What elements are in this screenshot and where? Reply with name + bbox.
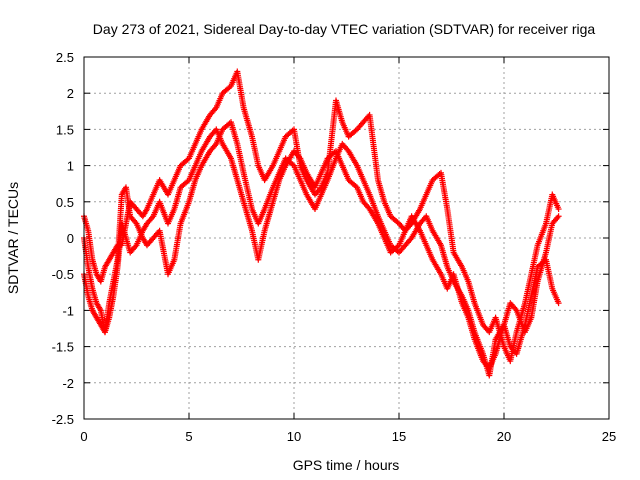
grid [83, 56, 610, 420]
data-point [555, 300, 562, 307]
x-tick-label: 25 [602, 429, 616, 444]
y-tick-label: -2 [62, 376, 74, 391]
x-tick-label: 5 [185, 429, 192, 444]
data-points [81, 68, 562, 379]
y-tick-label: 2.5 [56, 50, 74, 65]
plot-frame [83, 56, 610, 420]
y-tick-label: -1.5 [52, 340, 74, 355]
x-tick-label: 10 [287, 429, 301, 444]
data-point [555, 213, 562, 220]
tick-labels: 0 5 10 15 20 25 2.5 2 1.5 1 0.5 0 -0.5 -1 -1.5 -2 -2.5 [52, 50, 617, 444]
y-tick-label: -2.5 [52, 412, 74, 427]
series-2 [81, 126, 562, 372]
x-tick-label: 0 [80, 429, 87, 444]
x-axis-label: GPS time / hours [293, 457, 400, 473]
y-tick-label: 1 [67, 159, 74, 174]
y-tick-label: 0.5 [56, 195, 74, 210]
y-tick-label: -1 [62, 303, 74, 318]
chart-title: Day 273 of 2021, Sidereal Day-to-day VTE… [93, 21, 596, 37]
data-point [555, 206, 562, 213]
x-tick-label: 15 [392, 429, 406, 444]
y-tick-label: 1.5 [56, 122, 74, 137]
series-1 [81, 119, 562, 379]
y-tick-label: -0.5 [52, 267, 74, 282]
y-axis-label: SDTVAR / TECUs [5, 182, 21, 294]
x-tick-label: 20 [497, 429, 511, 444]
y-tick-label: 2 [67, 86, 74, 101]
y-tick-label: 0 [67, 231, 74, 246]
